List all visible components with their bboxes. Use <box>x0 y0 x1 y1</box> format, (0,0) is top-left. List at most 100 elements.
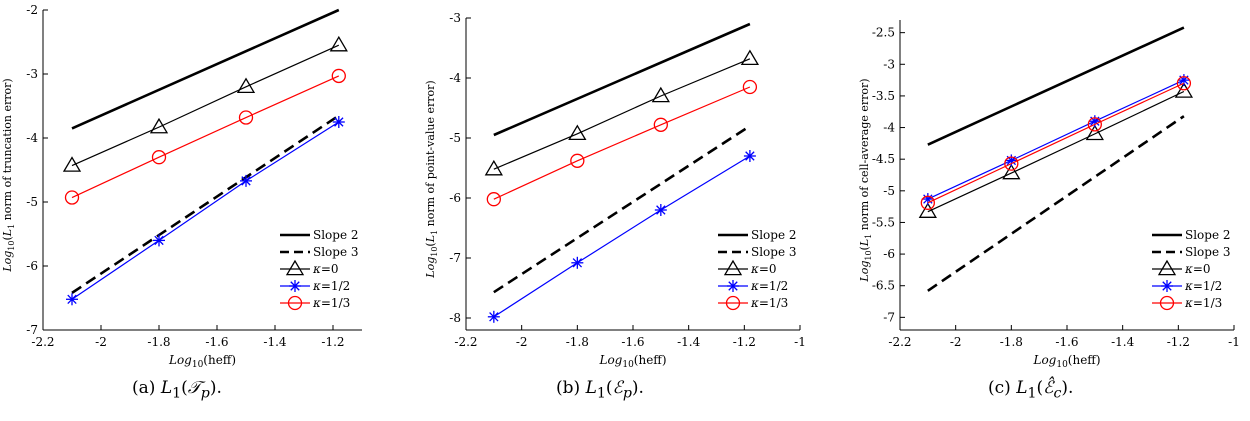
legend-marker <box>1161 280 1173 292</box>
panel-caption-a: (a) L1(𝒯p). <box>132 378 222 402</box>
series--0-point <box>918 202 937 218</box>
x-axis-label: Log10(heff) <box>1032 353 1100 370</box>
y-tick-label: -6 <box>26 259 38 273</box>
x-tick-label: -1.4 <box>677 335 701 349</box>
series--1-2-point <box>1005 154 1018 167</box>
series--1-2-point <box>487 310 500 323</box>
y-tick-label: -6 <box>883 247 895 261</box>
series--1-2-point <box>571 256 584 269</box>
y-tick-label: -8 <box>449 311 461 325</box>
panel-caption-b: (b) L1(ℰp). <box>556 378 644 402</box>
series--1-2-point <box>654 204 667 216</box>
x-tick-label: -1 <box>794 335 806 349</box>
series--0-point <box>651 86 670 103</box>
series--1-2-point <box>743 150 756 162</box>
x-tick-label: -1.6 <box>1055 335 1078 349</box>
series--1-3-point <box>486 192 501 207</box>
y-tick-label: -6.5 <box>872 279 895 293</box>
y-tick-label: -3.5 <box>872 89 895 103</box>
x-tick-label: -2 <box>950 335 962 349</box>
y-tick-label: -2.5 <box>872 26 895 40</box>
legend-marker <box>289 280 301 292</box>
x-axis-label: Log10(heff) <box>168 353 236 370</box>
series--1-3-line <box>493 86 751 200</box>
legend-label: Slope 2 <box>1185 228 1231 242</box>
series-slope-2-line <box>493 22 751 137</box>
legend-label: Slope 3 <box>1185 245 1231 259</box>
x-tick-label: -1.2 <box>733 335 756 349</box>
series-slope-2-line <box>71 8 340 130</box>
series-slope-3-line <box>71 114 340 294</box>
series--1-3-point <box>920 195 935 210</box>
series--1-3-point <box>151 150 167 165</box>
series--1-2-point <box>66 293 78 306</box>
legend-marker <box>725 295 741 311</box>
series--0-point <box>329 35 348 52</box>
legend-label: Slope 3 <box>751 245 797 259</box>
y-tick-label: -5.5 <box>872 215 895 229</box>
series--1-3-point <box>331 68 346 84</box>
x-tick-label: -1.4 <box>263 335 287 349</box>
x-tick-label: -1.8 <box>1000 335 1023 349</box>
x-tick-label: -2 <box>516 335 528 349</box>
series--1-2-line <box>71 121 340 300</box>
y-tick-label: -3 <box>449 11 461 25</box>
series--1-3-line <box>71 75 340 199</box>
x-axis-label: Log10(heff) <box>598 353 666 370</box>
series--1-3-point <box>570 153 585 168</box>
y-tick-label: -4.5 <box>872 152 895 166</box>
series--0-point <box>1174 82 1194 98</box>
y-tick-label: -4 <box>449 71 461 85</box>
x-tick-label: -1.6 <box>621 335 644 349</box>
x-tick-label: -1 <box>1228 335 1240 349</box>
x-tick-label: -1.4 <box>1111 335 1135 349</box>
legend-label: κ=0 <box>750 262 777 276</box>
chart-panel-c: -2.2 -2 -1.8 -1.6 -1.4 -1.2 -1 -7 -6.5 -6 -5.5 -5 -4… <box>858 20 1240 370</box>
series--0-line <box>493 58 751 170</box>
legend-label: Slope 3 <box>313 245 359 259</box>
series--1-2-line <box>493 155 751 318</box>
series--1-2-point <box>1088 115 1101 128</box>
legend-label: κ=1/2 <box>750 279 788 293</box>
series--1-2-point <box>153 234 165 247</box>
series--0-point <box>1002 163 1021 180</box>
legend-label: κ=0 <box>312 262 339 276</box>
series--1-3-point <box>1176 76 1192 91</box>
y-tick-label: -3 <box>26 67 38 81</box>
y-tick-label: -7 <box>883 310 895 324</box>
y-tick-label: -5 <box>883 184 895 198</box>
legend-label: κ=0 <box>1184 262 1211 276</box>
legend-label: κ=1/3 <box>312 296 350 310</box>
panel-caption-c: (c) L1(ℰ̂c). <box>988 378 1074 402</box>
legend-marker <box>1159 295 1175 311</box>
legend-marker <box>723 259 743 276</box>
y-tick-label: -5 <box>449 131 461 145</box>
series--0-point <box>740 49 760 66</box>
series--1-2-point <box>332 116 345 128</box>
series--1-3-point <box>64 190 80 205</box>
y-axis-label: Log10(L1 norm of point-value error) <box>424 80 439 278</box>
x-tick-label: -2.2 <box>31 335 54 349</box>
x-tick-label: -1.8 <box>566 335 589 349</box>
y-tick-label: -7 <box>449 251 461 265</box>
series--1-3-point <box>238 110 254 125</box>
series--0-line <box>71 44 340 167</box>
legend-label: κ=1/3 <box>1184 296 1222 310</box>
series--1-3-point <box>653 117 668 132</box>
y-tick-label: -3 <box>883 57 895 71</box>
series--1-3-point <box>1087 117 1102 132</box>
y-tick-label: -4 <box>883 121 895 135</box>
x-tick-label: -2.2 <box>454 335 477 349</box>
legend-label: Slope 2 <box>751 228 797 242</box>
legend-label: κ=1/2 <box>1184 279 1222 293</box>
series--1-3-line <box>927 82 1185 204</box>
x-tick-label: -1.8 <box>147 335 170 349</box>
y-axis-label: Log10(L1 norm of cell-average error) <box>858 78 873 282</box>
legend-label: κ=1/2 <box>312 279 350 293</box>
chart-panel-a: -2.2 -2 -1.8 -1.6 -1.4 -1.2 -7 -6 -5 -4 -3 -2 Log10(… <box>1 3 362 370</box>
y-tick-label: -2 <box>26 3 38 17</box>
x-tick-label: -1.6 <box>205 335 228 349</box>
series--1-2-point <box>240 174 252 187</box>
chart-panel-b: -2.2 -2 -1.8 -1.6 -1.4 -1.2 -1 -8 -7 -6 -5 -4 -3 Log1… <box>424 11 806 370</box>
